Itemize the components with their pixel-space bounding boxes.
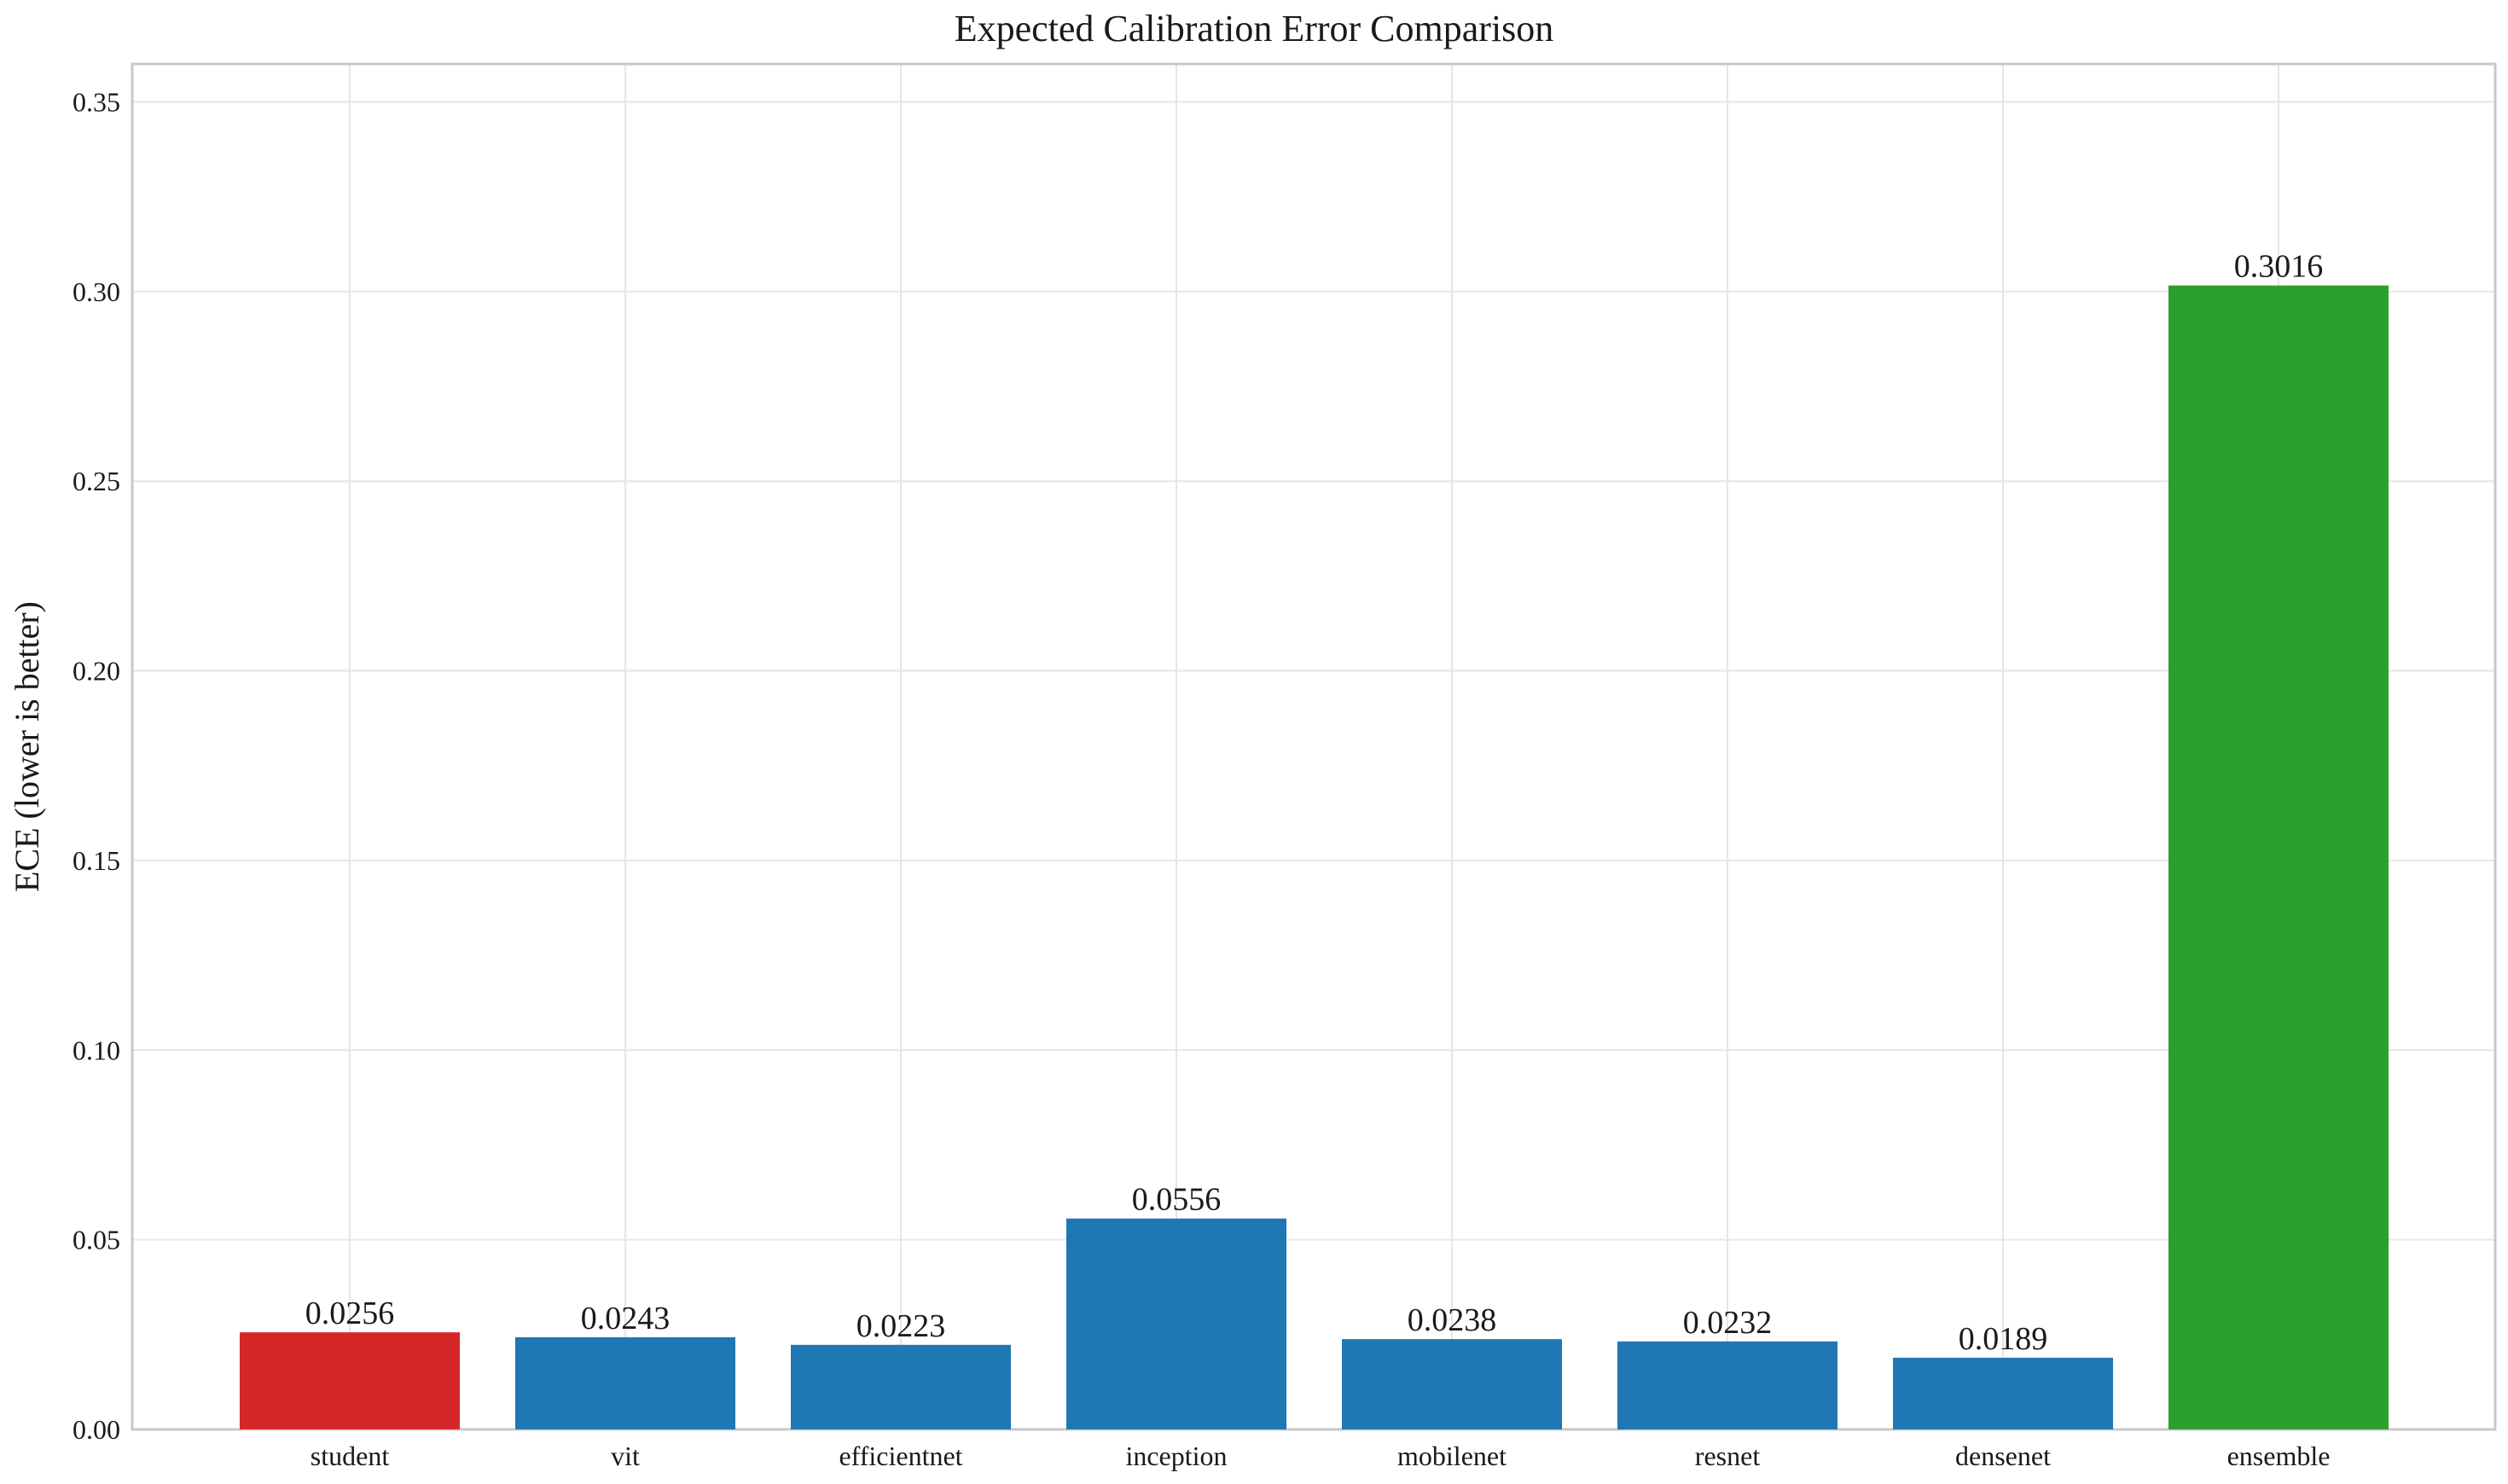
x-tick-label: efficientnet	[839, 1441, 962, 1471]
x-tick-label: ensemble	[2227, 1441, 2331, 1471]
x-tick-label: inception	[1125, 1441, 1227, 1471]
value-label: 0.0238	[1408, 1302, 1497, 1338]
plot-frame	[131, 62, 2497, 1431]
y-axis-label: ECE (lower is better)	[8, 601, 46, 892]
chart-title: Expected Calibration Error Comparison	[955, 8, 1554, 49]
y-tick-label: 0.25	[73, 466, 120, 496]
x-tick-label: mobilenet	[1397, 1441, 1507, 1471]
value-label: 0.0256	[305, 1296, 395, 1331]
y-tick-label: 0.05	[73, 1225, 120, 1255]
value-label: 0.0189	[1959, 1321, 2048, 1357]
y-tick-label: 0.00	[73, 1414, 120, 1445]
y-axis-ticks: 0.00 0.05 0.10 0.15 0.20 0.25 0.30 0.35	[73, 86, 120, 1445]
value-label: 0.0556	[1132, 1182, 1222, 1218]
bar-mobilenet	[1342, 1339, 1562, 1429]
value-label: 0.0243	[581, 1301, 671, 1336]
bar-resnet	[1617, 1341, 1837, 1429]
grid-lines	[132, 64, 2495, 1430]
x-axis-ticks: student vit efficientnet inception mobilenet…	[311, 1441, 2331, 1471]
bars	[240, 285, 2389, 1429]
value-label: 0.3016	[2234, 249, 2324, 285]
bar-densenet	[1893, 1357, 2113, 1429]
bar-efficientnet	[791, 1344, 1011, 1429]
y-tick-label: 0.20	[73, 656, 120, 687]
x-tick-label: densenet	[1955, 1441, 2051, 1471]
bar-student	[240, 1332, 460, 1429]
x-tick-label: resnet	[1695, 1441, 1761, 1471]
bar-inception	[1066, 1218, 1286, 1429]
value-label: 0.0223	[856, 1308, 946, 1344]
x-tick-label: student	[311, 1441, 390, 1471]
value-label: 0.0232	[1683, 1305, 1773, 1341]
value-labels: 0.0256 0.0243 0.0223 0.0556 0.0238 0.0232 0.01…	[305, 249, 2324, 1357]
bar-ensemble	[2168, 285, 2389, 1429]
y-tick-label: 0.35	[73, 86, 120, 117]
y-tick-label: 0.15	[73, 845, 120, 876]
y-tick-label: 0.30	[73, 276, 120, 307]
bar-vit	[515, 1336, 735, 1429]
x-tick-label: vit	[611, 1441, 640, 1471]
y-tick-label: 0.10	[73, 1035, 120, 1065]
